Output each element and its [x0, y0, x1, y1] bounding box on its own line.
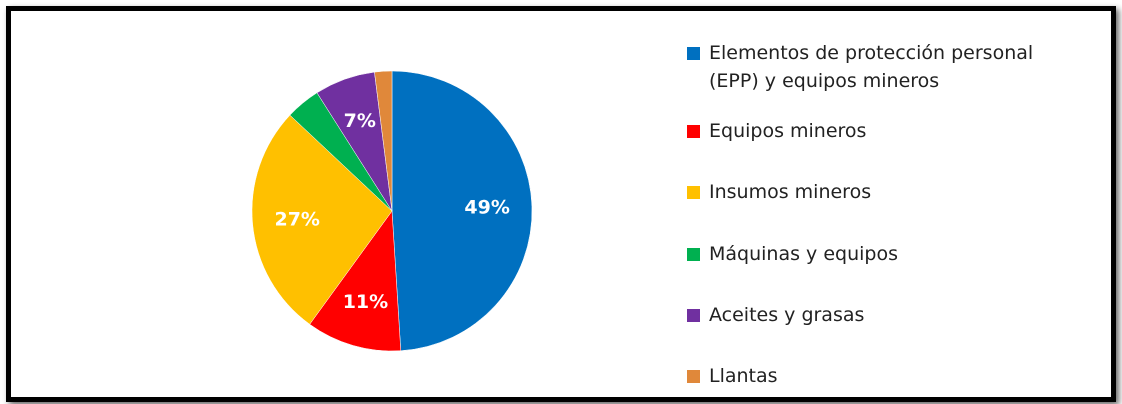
pie-slice — [251, 114, 393, 325]
legend-item: Insumos mineros — [687, 178, 1087, 206]
legend-label: Equipos mineros — [709, 120, 867, 142]
data-label: 11% — [343, 291, 388, 313]
legend-swatch — [687, 370, 700, 383]
legend-item: Aceites y grasas — [687, 301, 1087, 329]
legend-item: Llantas — [687, 362, 1087, 390]
legend-swatch — [687, 309, 700, 322]
legend-swatch — [687, 47, 700, 60]
data-label: 7% — [344, 110, 376, 132]
data-label: 49% — [464, 197, 509, 219]
data-label: 27% — [274, 208, 319, 230]
legend-label: Máquinas y equipos — [709, 243, 898, 265]
chart-frame: 49% 11% 27% 7% Elementos de protección pers… — [6, 6, 1116, 402]
pie-slice — [391, 70, 533, 351]
pie-slice — [374, 70, 393, 212]
legend-item: Elementos de protección personal (EPP) y… — [687, 39, 1087, 95]
legend-item: Máquinas y equipos — [687, 240, 1087, 268]
legend-swatch — [687, 125, 700, 138]
legend-swatch — [687, 186, 700, 199]
legend-label: Aceites y grasas — [709, 304, 865, 326]
legend-label: Insumos mineros — [709, 181, 872, 203]
pie-slice — [309, 210, 402, 352]
legend-label: Elementos de protección personal (EPP) y… — [709, 42, 1034, 92]
legend-swatch — [687, 248, 700, 261]
legend-label: Llantas — [709, 365, 778, 387]
legend-item: Equipos mineros — [687, 117, 1087, 145]
chart: 49% 11% 27% 7% — [251, 70, 533, 352]
